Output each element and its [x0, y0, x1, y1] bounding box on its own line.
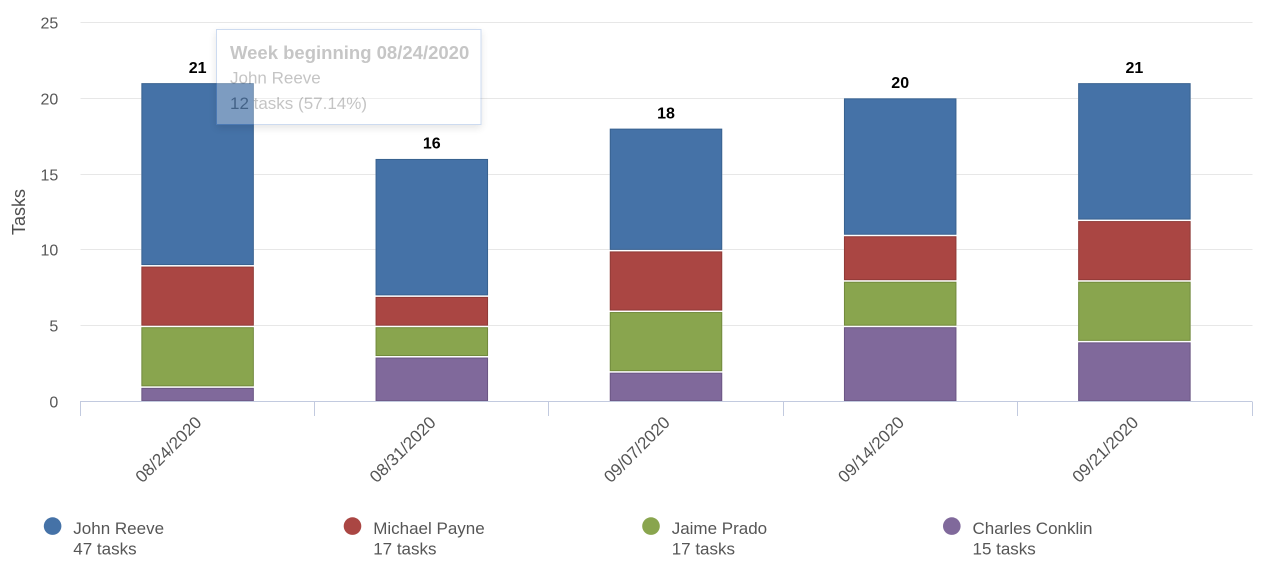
svg-text:09/07/2020: 09/07/2020: [600, 413, 674, 487]
svg-text:09/14/2020: 09/14/2020: [834, 413, 908, 487]
svg-text:18: 18: [657, 105, 675, 122]
svg-text:16: 16: [423, 136, 441, 153]
svg-text:Tasks: Tasks: [9, 189, 29, 235]
svg-text:21: 21: [189, 60, 207, 77]
svg-text:10: 10: [41, 242, 59, 259]
svg-text:21: 21: [1126, 60, 1144, 77]
svg-text:17 tasks: 17 tasks: [373, 539, 436, 558]
svg-text:Michael Payne: Michael Payne: [373, 519, 485, 538]
svg-text:20: 20: [891, 75, 909, 92]
svg-text:20: 20: [41, 91, 59, 108]
svg-text:Charles Conklin: Charles Conklin: [973, 519, 1093, 538]
svg-text:09/21/2020: 09/21/2020: [1069, 413, 1143, 487]
svg-text:John Reeve: John Reeve: [230, 69, 321, 88]
svg-text:25: 25: [41, 15, 59, 32]
svg-text:5: 5: [49, 318, 58, 335]
svg-text:15: 15: [41, 167, 59, 184]
svg-text:John Reeve: John Reeve: [73, 519, 164, 538]
svg-text:08/24/2020: 08/24/2020: [132, 413, 206, 487]
svg-text:Jaime Prado: Jaime Prado: [672, 519, 767, 538]
svg-text:08/31/2020: 08/31/2020: [366, 413, 440, 487]
svg-text:47 tasks: 47 tasks: [73, 539, 136, 558]
svg-text:12 tasks (57.14%): 12 tasks (57.14%): [230, 94, 367, 113]
svg-text:17 tasks: 17 tasks: [672, 539, 735, 558]
svg-text:Week beginning 08/24/2020: Week beginning 08/24/2020: [230, 42, 469, 63]
svg-text:0: 0: [49, 394, 58, 411]
svg-text:15 tasks: 15 tasks: [973, 539, 1036, 558]
